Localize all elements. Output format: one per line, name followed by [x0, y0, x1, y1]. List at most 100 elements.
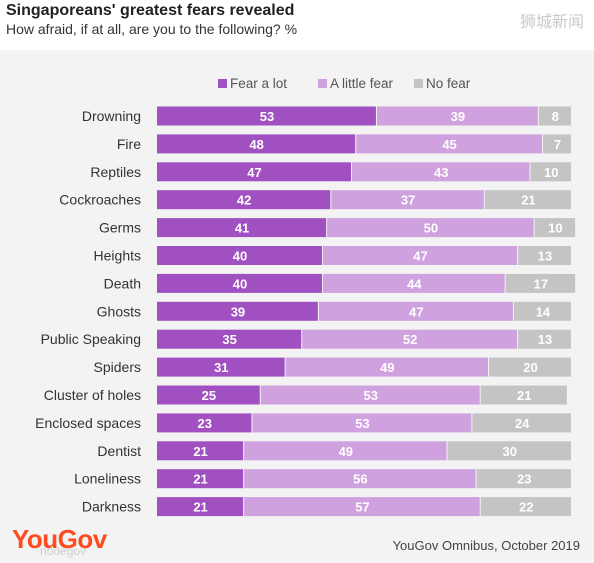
category-label: Cluster of holes: [44, 387, 141, 403]
bar-segment: [447, 441, 571, 461]
bar-segment: [157, 385, 260, 405]
bar-segment: [260, 385, 480, 405]
data-label: 42: [237, 193, 251, 208]
bar-segment: [157, 134, 356, 154]
category-label: Enclosed spaces: [35, 415, 141, 431]
data-label: 21: [193, 500, 207, 515]
bar-segment: [157, 357, 285, 377]
category-label: Cockroaches: [59, 192, 141, 208]
data-label: 37: [401, 193, 415, 208]
bar-segment: [157, 441, 244, 461]
category-label: Drowning: [82, 108, 141, 124]
bar-segment: [302, 329, 518, 349]
bar-segment: [157, 413, 252, 433]
yougov-logo: YouGov: [12, 524, 107, 554]
bar-segment: [157, 273, 322, 293]
category-label: Ghosts: [97, 303, 141, 319]
bar-segment: [376, 106, 538, 126]
data-label: 13: [538, 249, 552, 264]
data-label: 53: [363, 388, 377, 403]
chart-subtitle: How afraid, if at all, are you to the fo…: [6, 21, 298, 37]
data-label: 21: [193, 444, 207, 459]
data-label: 47: [409, 304, 423, 319]
data-label: 35: [222, 332, 236, 347]
bar-segment: [244, 469, 476, 489]
data-label: 53: [260, 109, 274, 124]
bar-segment: [513, 301, 571, 321]
data-label: 41: [235, 221, 249, 236]
data-label: 10: [544, 165, 558, 180]
bar-segment: [518, 246, 571, 265]
category-label: Heights: [94, 248, 141, 264]
logo-watermark: nodegov: [40, 544, 87, 558]
bar-segment: [244, 441, 447, 461]
data-label: 47: [247, 165, 261, 180]
data-label: 52: [403, 332, 417, 347]
data-label: 23: [517, 472, 531, 487]
data-label: 53: [355, 416, 369, 431]
data-label: 14: [536, 304, 551, 319]
data-label: 45: [442, 137, 456, 152]
data-label: 31: [214, 360, 228, 375]
category-label: Death: [104, 275, 141, 291]
bar-segment: [323, 246, 518, 265]
bar-segment: [542, 134, 571, 154]
legend-swatch: [414, 79, 423, 88]
data-label: 43: [434, 165, 448, 180]
bar-segment: [356, 134, 542, 154]
data-label: 39: [451, 109, 465, 124]
data-label: 22: [519, 500, 533, 515]
data-label: 57: [355, 500, 369, 515]
category-label: Dentist: [97, 443, 141, 459]
bar-segment: [538, 106, 571, 126]
bar-segment: [489, 357, 571, 377]
data-label: 7: [554, 137, 561, 152]
watermark: 狮城新闻: [519, 12, 584, 31]
data-label: 21: [521, 193, 535, 208]
bar-segment: [352, 162, 530, 182]
category-label: Spiders: [94, 359, 141, 375]
bar-segment: [530, 162, 571, 182]
bar-segment: [318, 301, 513, 321]
data-label: 50: [424, 221, 438, 236]
data-label: 44: [407, 276, 422, 291]
bar-segment: [327, 218, 534, 238]
bar-segment: [157, 329, 302, 349]
bar-segment: [157, 162, 352, 182]
data-label: 24: [515, 416, 530, 431]
bar-segment: [476, 469, 571, 489]
bar-segment: [484, 190, 571, 210]
bar-segment: [480, 385, 567, 405]
category-label: Loneliness: [74, 471, 141, 487]
data-label: 49: [380, 360, 394, 375]
category-label: Reptiles: [90, 164, 141, 180]
bar-segment: [157, 469, 244, 489]
data-label: 56: [353, 472, 367, 487]
bar-segment: [505, 273, 576, 293]
bar-segment: [285, 357, 488, 377]
bar-segment: [518, 329, 571, 349]
bar-segment: [157, 106, 376, 126]
bar-segment: [534, 218, 576, 238]
data-label: 10: [548, 221, 562, 236]
bar-segment: [244, 497, 480, 517]
bar-segment: [157, 497, 244, 517]
data-label: 40: [233, 276, 247, 291]
legend-swatch: [218, 79, 227, 88]
bar-segment: [331, 190, 484, 210]
legend-label: No fear: [426, 76, 471, 91]
data-label: 48: [249, 137, 263, 152]
data-label: 17: [534, 276, 548, 291]
data-label: 49: [339, 444, 353, 459]
category-label: Fire: [117, 136, 141, 152]
bar-segment: [323, 273, 505, 293]
data-label: 20: [523, 360, 537, 375]
bar-segment: [157, 218, 327, 238]
data-label: 47: [413, 249, 427, 264]
data-label: 8: [552, 109, 559, 124]
data-label: 25: [202, 388, 216, 403]
legend-label: Fear a lot: [230, 76, 287, 91]
bar-segment: [480, 497, 571, 517]
data-label: 21: [193, 472, 207, 487]
